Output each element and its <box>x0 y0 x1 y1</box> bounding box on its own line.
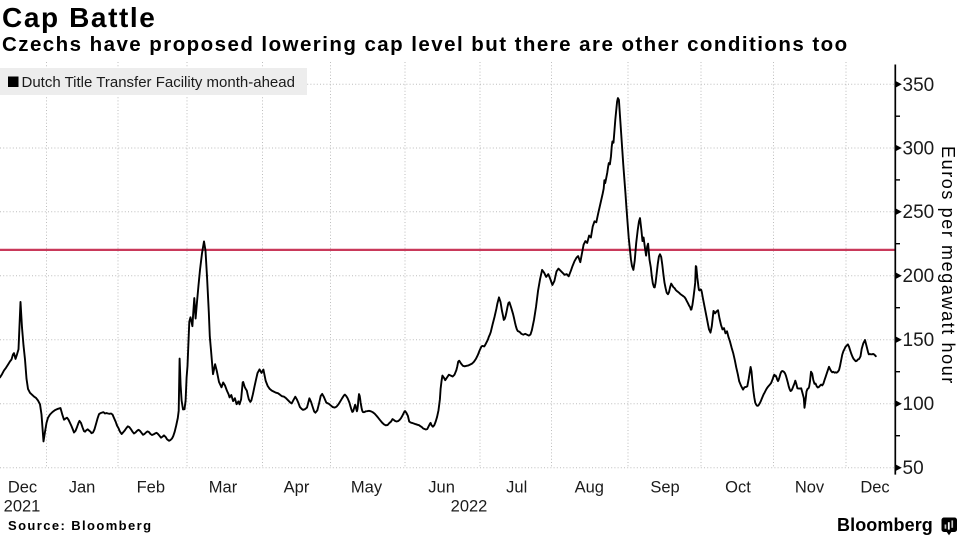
svg-text:Apr: Apr <box>284 479 310 497</box>
svg-text:100: 100 <box>903 394 935 415</box>
svg-text:250: 250 <box>903 202 935 223</box>
svg-text:300: 300 <box>903 139 935 160</box>
svg-text:May: May <box>351 479 383 497</box>
svg-text:2022: 2022 <box>451 498 488 516</box>
svg-text:Feb: Feb <box>137 479 165 497</box>
svg-text:Dutch Title Transfer Facility: Dutch Title Transfer Facility month-ahea… <box>22 74 295 91</box>
svg-text:Nov: Nov <box>795 479 825 497</box>
svg-text:Aug: Aug <box>575 479 604 497</box>
svg-text:2021: 2021 <box>4 498 41 516</box>
svg-text:Dec: Dec <box>860 479 889 497</box>
svg-text:Mar: Mar <box>209 479 238 497</box>
svg-text:Euros per megawatt hour: Euros per megawatt hour <box>938 146 958 385</box>
svg-text:200: 200 <box>903 266 935 287</box>
svg-text:Jan: Jan <box>69 479 96 497</box>
svg-text:Jul: Jul <box>506 479 527 497</box>
svg-text:350: 350 <box>903 75 935 96</box>
svg-text:Dec: Dec <box>8 479 37 497</box>
svg-text:Sep: Sep <box>650 479 679 497</box>
svg-text:Jun: Jun <box>428 479 455 497</box>
svg-text:50: 50 <box>903 458 924 479</box>
svg-text:150: 150 <box>903 330 935 351</box>
svg-text:Oct: Oct <box>725 479 751 497</box>
